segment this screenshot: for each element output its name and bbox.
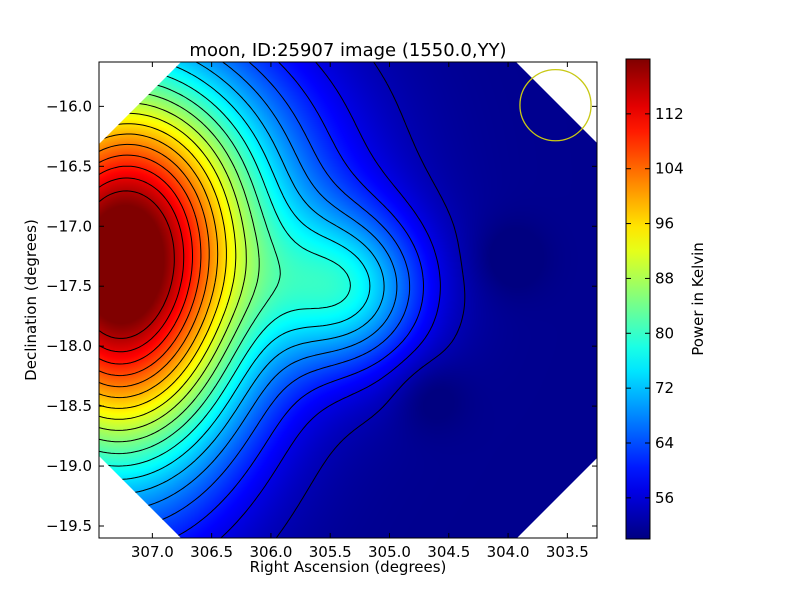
y-axis: −16.0 −16.5 −17.0 −17.5 −18.0 −18.5 −19.0 −19.5: [46, 97, 597, 535]
colorbar-tick-label: 96: [655, 215, 674, 233]
colorbar-tick-label: 88: [655, 269, 674, 287]
x-axis: 307.0 306.5 306.0 305.5 305.0 304.5 304.0 303.5: [131, 62, 589, 561]
x-tick-label: 306.0: [249, 543, 292, 561]
contour-line: [99, 62, 371, 480]
contour-line: [99, 62, 411, 530]
y-tick-label: −19.0: [46, 457, 92, 475]
x-axis-label: Right Ascension (degrees): [250, 558, 447, 576]
contour-line: [220, 62, 441, 538]
colorbar-tick-label: 64: [655, 434, 674, 452]
colorbar-label: Power in Kelvin: [689, 242, 707, 356]
colorbar-tick-label: 112: [655, 105, 684, 123]
colorbar-tick-label: 56: [655, 489, 674, 507]
heatmap-image: [99, 62, 597, 538]
beam-circle: [519, 68, 592, 142]
contour-line: [99, 165, 193, 365]
chart-title: moon, ID:25907 image (1550.0,YY): [189, 40, 506, 61]
colorbar-tick-label: 72: [655, 379, 674, 397]
contour-line: [99, 190, 175, 339]
contour-line: [99, 143, 210, 388]
plot-frame: [98, 61, 598, 539]
y-tick-label: −17.5: [46, 277, 92, 295]
y-axis-label: Declination (degrees): [22, 219, 40, 381]
colorbar-tick-label: 80: [655, 324, 674, 342]
colorbar-bar: [625, 58, 651, 540]
x-tick-label: 305.0: [368, 543, 411, 561]
y-tick-label: −16.0: [46, 97, 92, 115]
x-tick-label: 306.5: [190, 543, 233, 561]
x-tick-label: 307.0: [131, 543, 174, 561]
x-tick-label: 304.0: [487, 543, 530, 561]
colorbar-tick-label: 104: [655, 160, 684, 178]
x-tick-label: 305.5: [309, 543, 352, 561]
x-tick-label: 303.5: [546, 543, 589, 561]
y-tick-label: −18.0: [46, 337, 92, 355]
contour-line: [99, 62, 385, 495]
x-tick-label: 304.5: [427, 543, 470, 561]
contour-line: [275, 62, 466, 538]
y-tick-label: −18.5: [46, 397, 92, 415]
y-tick-label: −17.0: [46, 217, 92, 235]
colorbar: 56 64 72 80 88 96 104 112 Power in Kelvin: [625, 58, 707, 540]
contour-line: [99, 154, 202, 377]
y-tick-label: −19.5: [46, 517, 92, 535]
contour-line: [99, 177, 185, 353]
plot-area: [98, 61, 598, 539]
y-tick-label: −16.5: [46, 157, 92, 175]
colorbar-ticks: 56 64 72 80 88 96 104 112: [626, 105, 684, 507]
